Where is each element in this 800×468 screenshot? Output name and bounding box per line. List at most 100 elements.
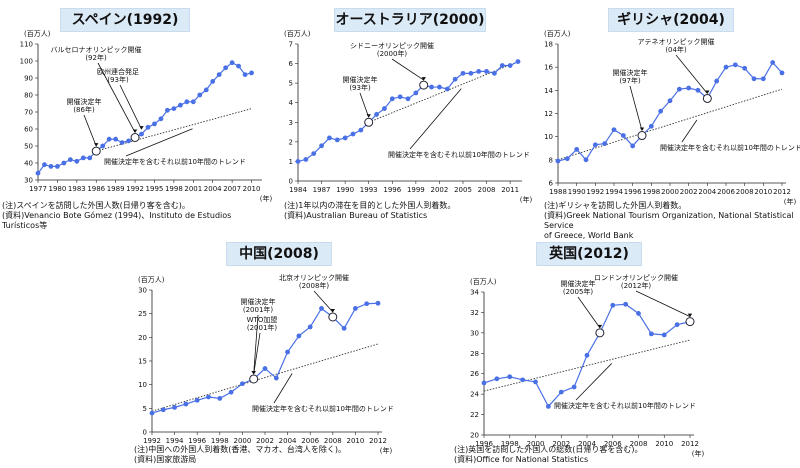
data-point <box>779 70 785 76</box>
annotation-label: 北京オリンピック開催(2008年) <box>279 273 349 290</box>
y-tick-label: 0 <box>289 178 293 186</box>
trend-line <box>483 339 691 392</box>
chart-plot: 30 40 50 60 70 80 90 100 110 1977 1980 1983 1986 1989… <box>20 30 273 203</box>
x-tick-label: 1999 <box>407 186 425 194</box>
x-tick-label: 1990 <box>336 186 354 194</box>
x-tick-label: 2006 <box>717 188 735 196</box>
trend-label: 開催決定年を含むそれ以前10年間のトレンド <box>554 401 696 410</box>
data-point <box>210 79 216 84</box>
chart-notes: (注)1年以内の滞在を目的とした外国人到着数。 (資料)Australian B… <box>284 201 456 220</box>
y-tick-label: 2 <box>289 138 293 146</box>
trend-label: 開催決定年を含むそれ以前10年間のトレンド <box>660 143 800 152</box>
data-point <box>507 374 513 380</box>
trend-arrow <box>273 373 293 404</box>
x-tick-label: 2000 <box>233 437 251 445</box>
x-tick-label: 1998 <box>501 440 519 448</box>
data-point <box>515 59 521 65</box>
data-point <box>602 141 608 147</box>
trend-line <box>557 88 783 161</box>
y-tick-label: 8 <box>549 156 553 164</box>
data-point <box>658 108 664 114</box>
data-point <box>364 301 370 307</box>
data-point <box>555 158 561 164</box>
chart-notes: (注)英国を訪問した外国人の総数(日帰り客を含む)。 (資料)Office fo… <box>454 445 643 464</box>
x-tick-label: 2010 <box>346 437 364 445</box>
x-tick-label: 2011 <box>501 186 519 194</box>
x-tick-label: 2012 <box>681 440 699 448</box>
data-point <box>42 162 47 168</box>
data-point <box>564 156 570 162</box>
annotation-arrowhead <box>705 90 710 94</box>
y-tick-label: 40 <box>24 160 33 168</box>
x-tick-label: 1977 <box>29 185 47 193</box>
data-point <box>197 92 203 98</box>
data-point <box>661 332 667 338</box>
y-axis-label: (百万人) <box>544 30 571 38</box>
annotation-arrowhead <box>421 77 426 81</box>
annotation-arrow <box>119 84 142 130</box>
data-point <box>80 155 86 161</box>
y-tick-label: 32 <box>470 309 479 317</box>
annotation-arrowhead <box>139 126 144 130</box>
event-marker <box>637 131 647 141</box>
data-point <box>119 140 125 146</box>
x-tick-label: 2004 <box>698 188 716 196</box>
data-point <box>194 397 200 403</box>
data-point <box>481 380 487 386</box>
annotation-arrowhead <box>687 313 693 318</box>
x-axis-unit: (年) <box>260 194 273 203</box>
y-tick-label: 22 <box>470 411 479 419</box>
data-point <box>203 87 209 93</box>
data-point <box>206 394 211 400</box>
data-point <box>190 99 196 105</box>
x-tick-label: 1989 <box>107 185 125 193</box>
x-tick-label: 2004 <box>578 440 596 448</box>
data-point <box>358 127 364 133</box>
data-point <box>742 65 748 71</box>
x-tick-label: 2002 <box>552 440 570 448</box>
event-marker <box>702 93 712 103</box>
y-tick-label: 110 <box>20 41 33 49</box>
data-point <box>623 301 629 307</box>
data-point <box>184 99 190 105</box>
chart-title: ギリシャ(2004) <box>608 8 734 32</box>
annotation-label: 欧州連合発足(93年) <box>97 67 139 84</box>
y-tick-label: 34 <box>470 289 479 297</box>
data-point <box>574 147 580 152</box>
trend-arrow <box>125 128 193 157</box>
data-point <box>35 170 41 176</box>
chart-plot: 6 8 10 12 14 16 18 1988 1990 1992 1994 1996 1998 2000… <box>544 30 800 206</box>
data-point <box>126 138 131 144</box>
data-point <box>520 377 526 383</box>
x-tick-label: 1994 <box>166 437 184 445</box>
chart-spain: スペイン(1992) 30 40 50 60 70 80 90 100 110 1977 1980 1… <box>0 0 273 230</box>
data-point <box>770 60 776 65</box>
y-tick-label: 6 <box>289 60 294 68</box>
data-point <box>452 76 458 82</box>
data-point <box>494 376 500 382</box>
data-point <box>311 151 317 157</box>
x-tick-label: 2008 <box>324 437 342 445</box>
x-tick-label: 2002 <box>431 186 449 194</box>
event-marker <box>328 312 338 322</box>
chart-uk: 英国(2012) 20 22 24 26 28 30 32 34 1996 1998 2000 200… <box>450 238 722 468</box>
data-point <box>533 379 538 385</box>
data-point <box>413 90 419 96</box>
x-tick-label: 2004 <box>204 185 222 193</box>
x-tick-label: 2008 <box>736 188 754 196</box>
x-tick-label: 1987 <box>313 186 331 194</box>
annotation-label: 開催決定年(97年) <box>613 68 648 85</box>
x-tick-label: 2006 <box>604 440 622 448</box>
x-tick-label: 2010 <box>754 188 772 196</box>
event-marker <box>685 317 695 327</box>
y-axis-label: (百万人) <box>284 30 311 38</box>
x-tick-label: 2012 <box>773 188 791 196</box>
data-point <box>240 381 245 387</box>
event-marker <box>91 146 101 156</box>
data-point <box>610 302 616 308</box>
data-point <box>444 86 450 92</box>
data-point <box>382 106 387 111</box>
data-point <box>723 64 729 70</box>
data-point <box>484 69 489 74</box>
y-tick-label: 70 <box>24 109 33 117</box>
